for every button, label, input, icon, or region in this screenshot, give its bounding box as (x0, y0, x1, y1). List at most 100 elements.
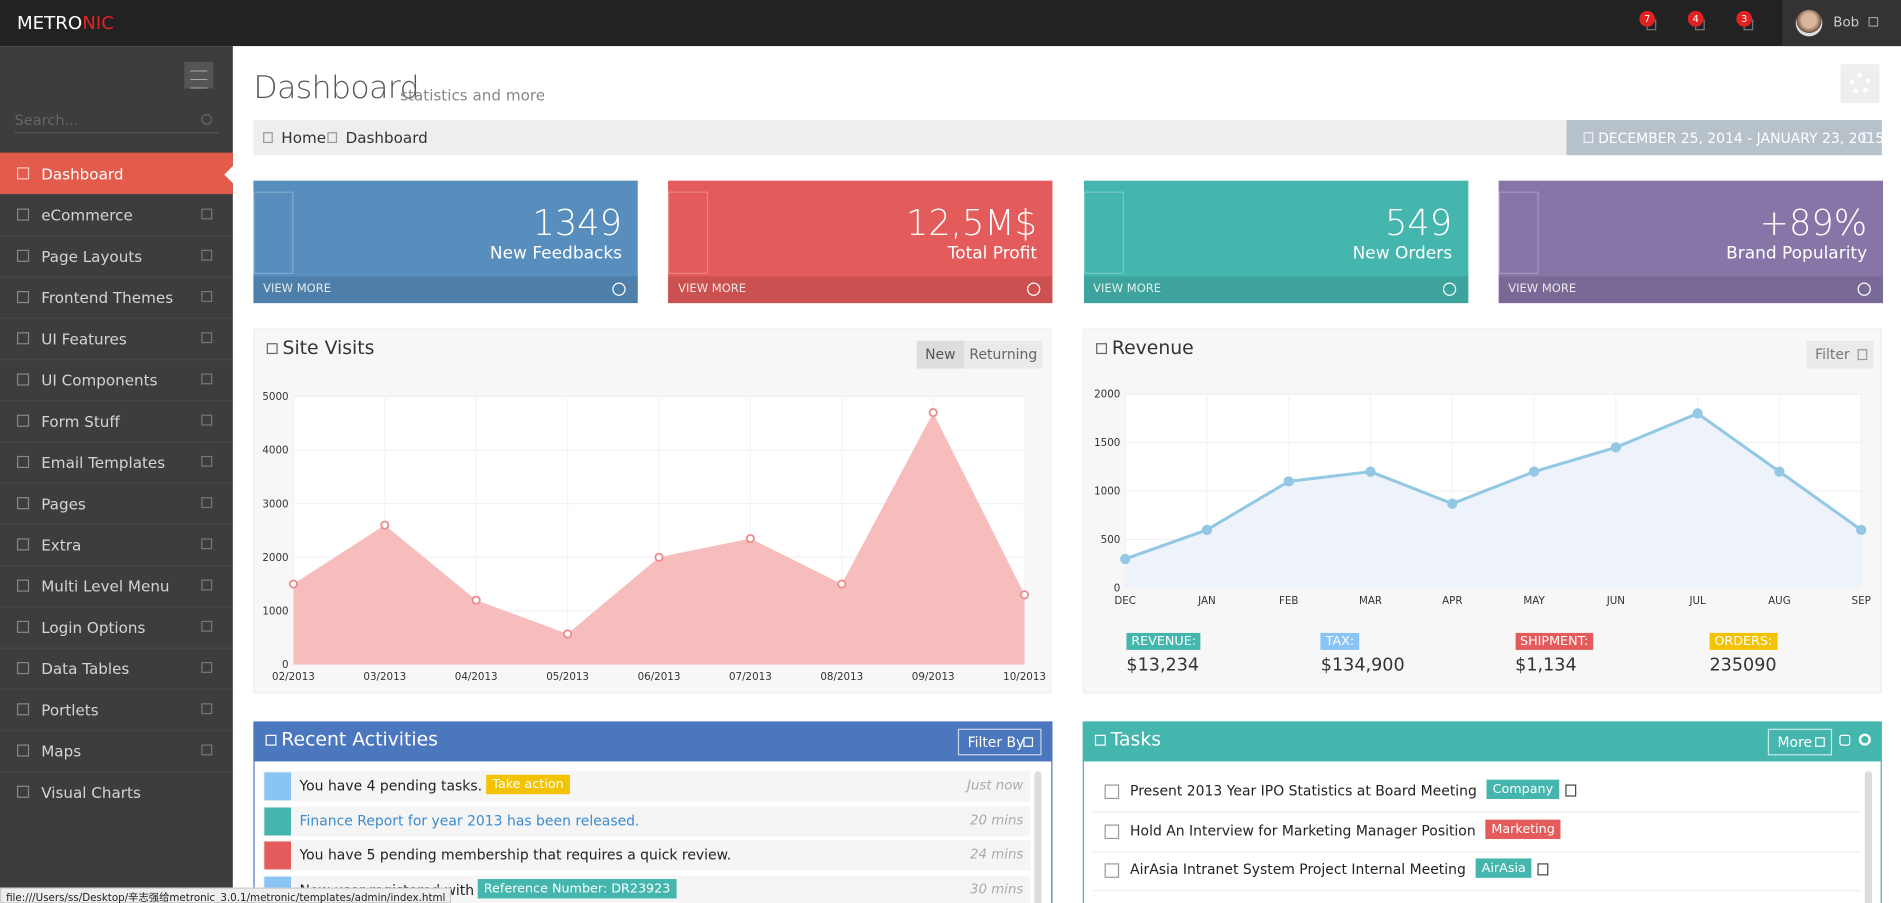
menu-item[interactable]: eCommerce (0, 194, 233, 235)
menu-item[interactable]: Pages (0, 482, 233, 524)
stat-card: +89% Brand Popularity VIEW MORE (1498, 180, 1883, 304)
page-title: Dashboard (253, 70, 419, 107)
total-value: $13,234 (1126, 655, 1200, 676)
breadcrumb: Home Dashboard DECEMBER 25, 2014 - JANUARY… (253, 120, 1885, 156)
sidebar-toggler[interactable] (184, 61, 214, 89)
task-checkbox[interactable] (1104, 824, 1120, 839)
icon (201, 579, 213, 591)
total-value: $134,900 (1320, 655, 1405, 676)
activity-text[interactable]: Finance Report for year 2013 has been re… (299, 811, 640, 829)
activity-text: You have 5 pending membership that requi… (299, 846, 732, 864)
tool-icon[interactable] (1839, 734, 1851, 746)
icon (16, 662, 30, 675)
toggle-button[interactable]: Returning (963, 340, 1043, 369)
notification[interactable]: 3 (1736, 10, 1763, 37)
icon (1565, 784, 1577, 797)
task-checkbox[interactable] (1104, 784, 1120, 800)
menu-item[interactable]: Form Stuff (0, 400, 233, 441)
stat-number: 549 (1384, 202, 1453, 244)
user-menu[interactable]: Bob (1782, 0, 1901, 47)
menu-item[interactable]: UI Features (0, 317, 233, 359)
menu-item[interactable]: Dashboard (0, 152, 235, 194)
date-range-text: DECEMBER 25, 2014 - JANUARY 23, 2015 (1598, 129, 1885, 147)
search-input[interactable]: Search... (14, 107, 219, 134)
task-tag: AirAsia (1475, 858, 1532, 879)
menu-label: Page Layouts (41, 247, 143, 266)
menu-item[interactable]: Extra (0, 523, 233, 565)
arrow-icon (1027, 282, 1041, 296)
total-label: SHIPMENT: (1515, 632, 1594, 650)
menu-label: Extra (41, 535, 82, 555)
menu-label: Data Tables (41, 659, 130, 678)
sidebar: Search... Dashboard eCommerce Page Layouts F… (0, 46, 235, 903)
card-icon (668, 191, 709, 275)
filter-button[interactable]: Filter (1806, 340, 1874, 369)
activities-portlet: Recent Activities Filter By You have 4 pen… (253, 721, 1053, 903)
filter-label: Filter (1815, 345, 1850, 363)
menu-item[interactable]: Visual Charts (0, 771, 233, 812)
icon (16, 497, 30, 510)
toggle-button[interactable]: New (916, 340, 964, 369)
icon (1815, 737, 1825, 747)
icon (201, 744, 213, 756)
card-footer[interactable]: VIEW MORE (668, 276, 1053, 304)
menu-item[interactable]: Maps (0, 729, 233, 771)
icon (16, 744, 30, 757)
menu-item[interactable]: Page Layouts (0, 235, 233, 276)
menu-item[interactable]: Login Options (0, 606, 233, 647)
menu-label: Visual Charts (41, 783, 141, 802)
task-text: Present 2013 Year IPO Statistics at Boar… (1130, 782, 1477, 800)
stat-card: 1349 New Feedbacks VIEW MORE (253, 180, 638, 304)
activity-time: 30 mins (970, 881, 1024, 898)
icon (201, 373, 213, 385)
filter-by-button[interactable]: Filter By (957, 728, 1042, 756)
notification-badge: 3 (1736, 10, 1753, 27)
card-footer[interactable]: VIEW MORE (1083, 276, 1468, 304)
total-label: REVENUE: (1126, 632, 1201, 650)
activity-time: Just now (967, 777, 1024, 793)
logo-text: METRO (16, 12, 83, 34)
gear-icon (1849, 72, 1871, 95)
portlet-header: Recent Activities Filter By (253, 721, 1053, 762)
card-footer[interactable]: VIEW MORE (253, 276, 638, 304)
logo[interactable]: METRONIC (17, 12, 114, 34)
task-checkbox[interactable] (1104, 863, 1120, 879)
logo-text: NIC (82, 12, 114, 34)
menu-label: Multi Level Menu (41, 577, 170, 596)
reload-icon[interactable] (1858, 733, 1871, 746)
icon (201, 249, 213, 261)
task-text: AirAsia Intranet System Project Internal… (1130, 861, 1466, 879)
menu-item[interactable]: UI Components (0, 358, 233, 400)
card-footer[interactable]: VIEW MORE (1498, 276, 1883, 304)
notification[interactable]: 7 (1639, 10, 1666, 37)
date-range[interactable]: DECEMBER 25, 2014 - JANUARY 23, 2015 (1566, 120, 1885, 156)
task-row: Hold An Interview for Marketing Manager … (1093, 812, 1862, 853)
button-label: Filter By (967, 733, 1025, 751)
menu-item[interactable]: Frontend Themes (0, 276, 233, 317)
icon (327, 132, 338, 144)
menu-item[interactable]: Data Tables (0, 647, 233, 688)
menu-label: Pages (41, 494, 86, 513)
settings-button[interactable] (1840, 64, 1880, 104)
status-bar: file:///Users/ss/Desktop/辛志强给metronic_3.… (0, 887, 452, 903)
total-value: 235090 (1709, 655, 1777, 676)
icon (16, 785, 30, 798)
icon (201, 703, 213, 715)
icon (16, 620, 30, 633)
menu-item[interactable]: Email Templates (0, 441, 233, 482)
menu-label: Maps (41, 742, 82, 761)
notification[interactable]: 4 (1687, 10, 1715, 37)
menu-item[interactable]: Multi Level Menu (0, 565, 233, 606)
menu-item[interactable]: Portlets (0, 688, 233, 730)
activity-tag[interactable]: Reference Number: DR23923 (477, 879, 677, 899)
breadcrumb-link[interactable]: Home (281, 128, 327, 147)
stat-number: +89% (1759, 202, 1868, 244)
activity-tag[interactable]: Take action (486, 774, 570, 795)
more-button[interactable]: More (1767, 728, 1833, 756)
stat-label: Total Profit (947, 243, 1038, 264)
activity-time: 20 mins (970, 811, 1024, 828)
icon (16, 332, 30, 345)
stat-label: New Feedbacks (489, 243, 623, 264)
icon (1857, 349, 1868, 361)
icon (1094, 734, 1106, 746)
